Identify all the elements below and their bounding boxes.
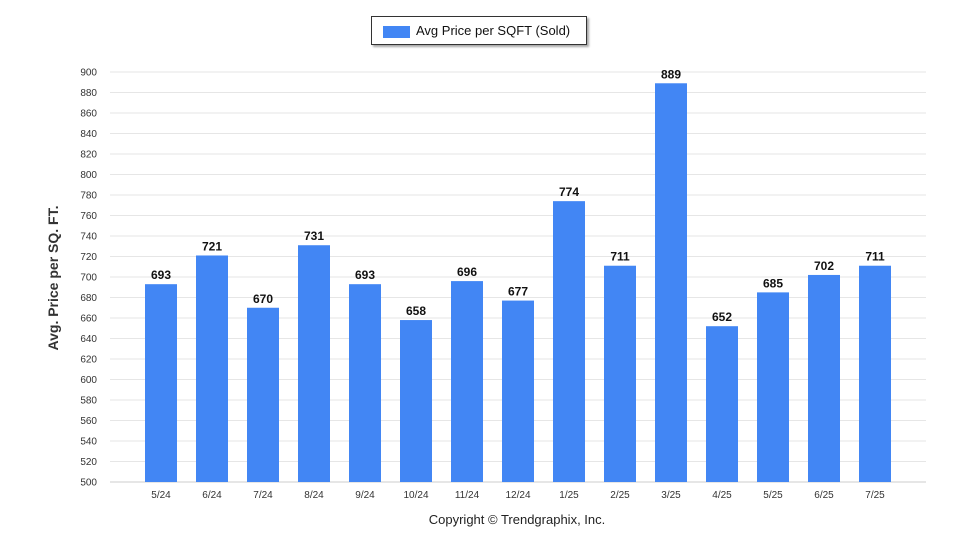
bar: [859, 265, 891, 482]
x-tick-label: 12/24: [505, 490, 530, 501]
bar: [145, 284, 177, 482]
data-label: 696: [457, 265, 477, 279]
data-label: 731: [304, 229, 324, 243]
x-tick-label: 11/24: [455, 490, 480, 501]
bar: [502, 300, 534, 482]
x-tick-label: 8/24: [304, 490, 324, 501]
bar: [400, 320, 432, 482]
copyright-text: Copyright © Trendgraphix, Inc.: [428, 512, 606, 527]
x-tick-label: 7/25: [865, 490, 885, 501]
legend-label: Avg Price per SQFT (Sold): [416, 23, 571, 38]
y-tick-label: 500: [80, 478, 97, 489]
y-tick-label: 520: [80, 457, 97, 468]
x-tick-label: 7/24: [253, 490, 273, 501]
grid-lines: [110, 71, 926, 483]
y-tick-label: 580: [80, 396, 97, 407]
data-label: 702: [814, 259, 834, 273]
bar: [298, 245, 330, 482]
y-tick-label: 680: [80, 293, 97, 304]
x-tick-label: 5/25: [763, 490, 783, 501]
data-label: 685: [763, 276, 783, 290]
x-tick-label: 2/25: [610, 490, 630, 501]
y-tick-label: 800: [80, 170, 97, 181]
legend: Avg Price per SQFT (Sold): [371, 16, 587, 45]
bar: [655, 83, 687, 483]
y-tick-label: 860: [80, 109, 97, 120]
y-tick-label: 780: [80, 191, 97, 202]
y-tick-label: 840: [80, 129, 97, 140]
x-tick-label: 9/24: [355, 490, 375, 501]
y-tick-label: 560: [80, 416, 97, 427]
data-label: 711: [610, 250, 630, 264]
data-label: 658: [406, 304, 426, 318]
y-tick-label: 760: [80, 211, 97, 222]
legend-swatch: [383, 26, 410, 38]
x-tick-label: 10/24: [403, 490, 428, 501]
bar: [706, 326, 738, 482]
y-tick-label: 540: [80, 437, 97, 448]
y-tick-label: 820: [80, 150, 97, 161]
x-tick-label: 5/24: [151, 490, 171, 501]
x-tick-label: 4/25: [712, 490, 732, 501]
x-axis-ticks: 5/24 6/24 7/24 8/24 9/24 10/24 11/24 12/24 1/25 2…: [151, 490, 885, 501]
x-tick-label: 3/25: [661, 490, 681, 501]
bar: [757, 292, 789, 482]
y-tick-label: 620: [80, 355, 97, 366]
y-tick-label: 880: [80, 88, 97, 99]
data-labels: 693 721 670 731 693 658 696 677 774 711 889 652 685 7…: [151, 67, 885, 324]
bar: [553, 201, 585, 482]
data-label: 670: [253, 292, 273, 306]
y-tick-label: 600: [80, 375, 97, 386]
bar: [604, 265, 636, 482]
data-label: 721: [202, 239, 222, 253]
y-tick-label: 640: [80, 334, 97, 345]
data-label: 652: [712, 310, 732, 324]
data-label: 693: [151, 268, 171, 282]
data-label: 889: [661, 67, 681, 81]
y-tick-label: 740: [80, 232, 97, 243]
data-label: 693: [355, 268, 375, 282]
data-label: 774: [559, 185, 579, 199]
bar: [349, 284, 381, 482]
y-tick-label: 720: [80, 252, 97, 263]
x-tick-label: 6/25: [814, 490, 834, 501]
bars: [145, 83, 891, 483]
bar: [451, 281, 483, 482]
bar: [247, 307, 279, 482]
bar: [808, 274, 840, 482]
data-label: 711: [865, 250, 885, 264]
y-tick-label: 660: [80, 314, 97, 325]
data-label: 677: [508, 285, 528, 299]
y-axis-ticks: 500 520 540 560 580 600 620 640 660 680 700 720 740 7…: [80, 68, 97, 489]
x-tick-label: 6/24: [202, 490, 222, 501]
y-tick-label: 900: [80, 68, 97, 79]
y-tick-label: 700: [80, 273, 97, 284]
x-tick-label: 1/25: [559, 490, 579, 501]
y-axis-label: Avg. Price per SQ. FT.: [45, 206, 61, 351]
bar: [196, 255, 228, 482]
